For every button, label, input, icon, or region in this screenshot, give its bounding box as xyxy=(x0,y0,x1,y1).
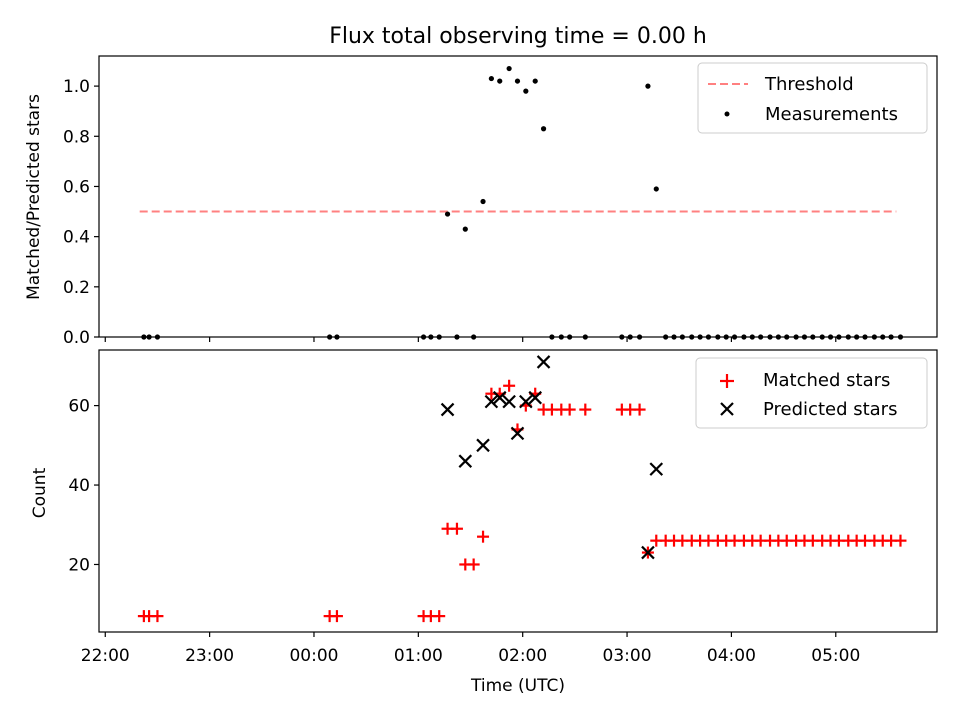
x-tick-label: 05:00 xyxy=(811,646,860,666)
predicted-star-point xyxy=(440,402,455,417)
predicted-star-point xyxy=(484,394,499,409)
matched-star-point xyxy=(563,403,576,416)
count-legend-box xyxy=(695,357,928,429)
matched-star-point xyxy=(579,403,592,416)
legend-predicted-label: Predicted stars xyxy=(763,399,897,420)
ratio-legend-box xyxy=(697,62,928,134)
chart-title: Flux total observing time = 0.00 h xyxy=(329,24,707,49)
x-tick-label: 02:00 xyxy=(498,646,547,666)
ratio-y-tick-label: 1.0 xyxy=(63,77,90,97)
legend-measurements-label: Measurements xyxy=(765,104,898,125)
ratio-y-tick-label: 0.6 xyxy=(63,177,90,197)
measurement-point xyxy=(497,78,503,84)
predicted-star-point xyxy=(492,390,507,405)
count-panel: 20 40 60 22:00 23:00 00:00 01:00 02:00 03:00 04:… xyxy=(30,349,938,696)
ratio-plot-frame xyxy=(98,55,938,338)
ratio-y-tick-label: 0.2 xyxy=(63,278,90,298)
measurement-point xyxy=(444,211,451,217)
matched-star-point xyxy=(433,610,446,623)
measurement-point xyxy=(532,78,538,84)
count-y-tick-label: 20 xyxy=(68,555,90,575)
matched-star-point xyxy=(633,403,646,416)
ratio-panel: 0.0 0.2 0.4 0.6 0.8 1.0 Matched/Predicted sta… xyxy=(24,55,938,348)
legend-predicted-swatch xyxy=(720,402,734,416)
measurement-point xyxy=(645,83,651,89)
x-tick-label: 03:00 xyxy=(603,646,652,666)
matched-star-point xyxy=(894,534,907,547)
matched-star-point xyxy=(151,610,164,623)
legend-matched-swatch xyxy=(720,374,734,388)
ratio-y-tick-label: 0.8 xyxy=(63,127,90,147)
x-tick-label: 23:00 xyxy=(185,646,234,666)
x-tick-label: 22:00 xyxy=(81,646,130,666)
measurement-point xyxy=(488,75,494,82)
x-tick-label: 01:00 xyxy=(394,646,443,666)
ratio-y-tick-label: 0.0 xyxy=(63,328,90,348)
measurement-point xyxy=(653,186,659,192)
count-y-axis-label: Count xyxy=(30,467,50,518)
x-tick-label: 04:00 xyxy=(707,646,756,666)
ratio-legend: Threshold Measurements xyxy=(697,62,928,134)
predicted-star-point xyxy=(528,390,542,405)
predicted-star-point xyxy=(458,454,473,468)
matched-star-point xyxy=(450,522,463,535)
measurement-point xyxy=(540,126,547,132)
count-y-tick-label: 60 xyxy=(68,397,90,417)
measurement-point xyxy=(506,65,512,72)
ratio-y-tick-label: 0.4 xyxy=(63,228,90,248)
measurement-point xyxy=(523,88,529,94)
predicted-star-point xyxy=(649,462,664,476)
legend-measurements-swatch xyxy=(724,111,730,117)
x-axis-label: Time (UTC) xyxy=(470,676,565,696)
legend-threshold-label: Threshold xyxy=(764,74,854,95)
measurement-point xyxy=(514,78,521,84)
predicted-star-point xyxy=(536,355,551,369)
matched-star-point xyxy=(467,558,480,571)
legend-matched-label: Matched stars xyxy=(763,370,890,391)
count-plot-frame xyxy=(98,349,938,633)
predicted-star-point xyxy=(519,394,533,409)
ratio-y-axis-label: Matched/Predicted stars xyxy=(24,94,44,300)
predicted-star-point xyxy=(502,394,516,409)
predicted-star-point xyxy=(641,545,655,560)
matched-star-point xyxy=(477,530,490,543)
count-y-tick-label: 40 xyxy=(68,476,90,496)
measurement-point xyxy=(480,198,486,205)
measurement-point xyxy=(462,226,468,232)
predicted-star-point xyxy=(476,438,490,453)
matched-star-point xyxy=(503,379,516,392)
predicted-star-point xyxy=(510,426,525,441)
matched-star-point xyxy=(330,610,343,623)
count-legend: Matched stars Predicted stars xyxy=(695,357,928,429)
x-tick-label: 00:00 xyxy=(289,646,338,666)
